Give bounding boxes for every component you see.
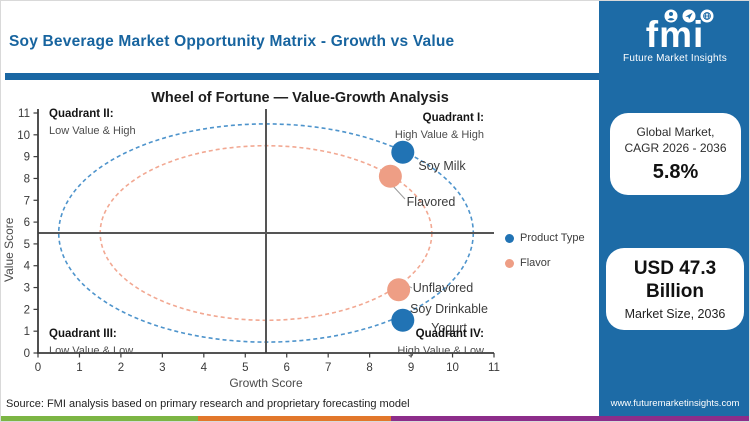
- data-point-soy-drinkable-yogurt: [391, 308, 415, 332]
- quadrant-4-desc: High Value & Low: [397, 344, 484, 357]
- logo-tagline: Future Market Insights: [623, 53, 727, 64]
- x-tick-label: 1: [76, 362, 82, 374]
- x-tick-label: 8: [366, 362, 372, 374]
- quadrant-4-label: Quadrant IV: High Value & Low: [284, 326, 484, 359]
- x-tick-label: 10: [446, 362, 459, 374]
- source-note: Source: FMI analysis based on primary re…: [6, 398, 410, 410]
- y-tick-label: 11: [18, 108, 30, 120]
- x-tick-label: 4: [201, 362, 208, 374]
- fmi-logo: fmi Future Market Insights: [599, 1, 749, 64]
- flavor-swatch-icon: [505, 258, 514, 268]
- header-divider: [5, 73, 599, 80]
- globe-icon: [700, 9, 714, 23]
- sidebar: fmi Future Market Insights Global Market…: [599, 1, 749, 416]
- quadrant-2-name: Quadrant II:: [49, 108, 114, 120]
- legend-label-product-type: Product Type: [520, 232, 585, 244]
- website-link[interactable]: www.futuremarketinsights.com: [610, 398, 740, 409]
- point-label-flavored: Flavored: [407, 195, 456, 209]
- y-tick-label: 5: [24, 239, 30, 251]
- quadrant-3-desc: Low Value & Low: [49, 344, 134, 357]
- point-label-unflavored: Unflavored: [413, 281, 473, 295]
- legend: Product Type Flavor: [505, 232, 585, 282]
- cagr-card: Global Market, CAGR 2026 - 2036 5.8%: [610, 113, 741, 195]
- y-tick-label: 4: [24, 261, 31, 273]
- market-size-value-line2: Billion: [645, 281, 705, 302]
- x-tick-label: 11: [488, 362, 500, 374]
- y-tick-label: 0: [24, 348, 30, 360]
- x-tick-label: 2: [118, 362, 124, 374]
- product-type-swatch-icon: [505, 233, 514, 243]
- x-tick-label: 3: [159, 362, 165, 374]
- chart-panel: 0 1 2 3 4 5 6 7 8 9 10 11 0 1 2 3 4 5 6 7 8 9 10 11 Soy Milk Soy …: [1, 80, 599, 394]
- cagr-card-label-line1: Global Market,: [636, 125, 715, 139]
- x-tick-label: 0: [35, 362, 41, 374]
- market-size-value-line1: USD 47.3: [633, 258, 717, 279]
- x-tick-label: 6: [284, 362, 290, 374]
- market-size-card: USD 47.3 Billion Market Size, 2036: [606, 248, 744, 330]
- logo-icons: [613, 1, 749, 23]
- legend-label-flavor: Flavor: [520, 257, 551, 269]
- quadrant-1-desc: High Value & High: [394, 128, 484, 141]
- person-icon: [664, 9, 678, 23]
- quadrant-3-name: Quadrant III:: [49, 328, 117, 340]
- quadrant-3-label: Quadrant III: Low Value & Low: [49, 326, 133, 359]
- y-tick-label: 9: [24, 152, 30, 164]
- market-size-label: Market Size, 2036: [624, 307, 726, 321]
- point-label-soy-drinkable-yogurt: Soy Drinkable: [410, 302, 488, 316]
- quadrant-4-name: Quadrant IV:: [415, 328, 484, 340]
- y-tick-label: 10: [17, 130, 30, 142]
- legend-item-flavor: Flavor: [505, 257, 585, 269]
- cagr-value: 5.8%: [652, 161, 699, 183]
- x-axis-label: Growth Score: [229, 376, 303, 390]
- x-tick-label: 5: [242, 362, 248, 374]
- annotation-connector: [391, 184, 406, 200]
- footer-stripe: [1, 416, 749, 421]
- y-axis-label: Value Score: [2, 217, 16, 283]
- point-label-soy-milk: Soy Milk: [418, 159, 466, 173]
- y-tick-label: 7: [24, 195, 30, 207]
- logo-brand: fmi: [645, 14, 705, 55]
- scatter-plot: 0 1 2 3 4 5 6 7 8 9 10 11 0 1 2 3 4 5 6 7 8 9 10 11 Soy Milk Soy …: [17, 108, 500, 374]
- legend-item-product-type: Product Type: [505, 232, 585, 244]
- x-tick-label: 7: [325, 362, 331, 374]
- quadrant-2-label: Quadrant II: Low Value & High: [49, 106, 136, 139]
- quadrant-1-name: Quadrant I:: [422, 112, 484, 124]
- point-label-soy-drinkable-yogurt: Yogurt: [431, 321, 467, 335]
- y-tick-label: 2: [24, 304, 30, 316]
- stripe-purple: [391, 416, 749, 421]
- page-title: Soy Beverage Market Opportunity Matrix -…: [9, 33, 455, 50]
- y-tick-label: 1: [24, 326, 30, 338]
- data-point-unflavored: [387, 278, 411, 302]
- paper-plane-icon: [682, 9, 696, 23]
- cagr-card-label-line2: CAGR 2026 - 2036: [624, 141, 727, 155]
- header: Soy Beverage Market Opportunity Matrix -…: [1, 1, 599, 73]
- quadrant-2-desc: Low Value & High: [49, 124, 136, 137]
- y-tick-label: 3: [24, 283, 30, 295]
- y-tick-label: 6: [24, 217, 30, 229]
- y-tick-label: 8: [24, 173, 30, 185]
- quadrant-1-label: Quadrant I: High Value & High: [284, 110, 484, 143]
- data-point-flavored: [378, 164, 402, 188]
- data-point-soy-milk: [391, 140, 415, 164]
- stripe-green: [1, 416, 198, 421]
- chart-title: Wheel of Fortune — Value-Growth Analysis: [151, 90, 449, 106]
- stripe-orange: [198, 416, 391, 421]
- x-tick-label: 9: [408, 362, 414, 374]
